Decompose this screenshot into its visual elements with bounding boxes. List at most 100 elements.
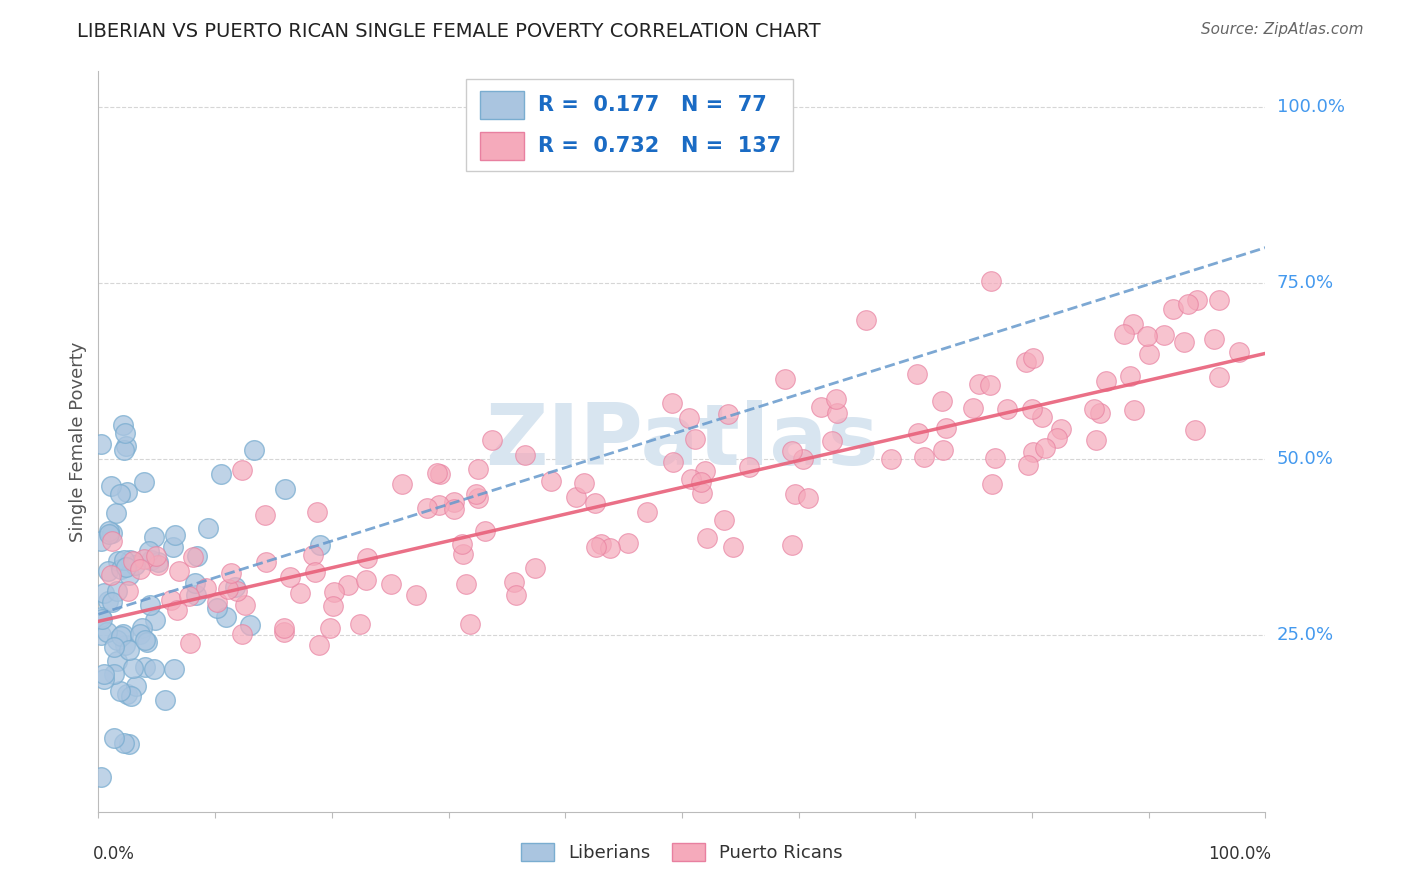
Point	[443, 495, 465, 509]
Point	[165, 528, 187, 542]
Point	[785, 487, 807, 501]
Point	[124, 558, 146, 572]
Point	[695, 464, 717, 478]
Point	[134, 633, 156, 648]
Point	[105, 583, 128, 598]
Point	[1033, 441, 1056, 455]
Y-axis label: Single Female Poverty: Single Female Poverty	[69, 342, 87, 541]
Point	[273, 624, 295, 639]
Point	[122, 554, 145, 568]
Point	[467, 491, 489, 505]
Point	[1022, 351, 1045, 365]
Point	[132, 475, 155, 489]
Point	[91, 612, 114, 626]
Point	[505, 588, 527, 602]
Point	[380, 577, 402, 591]
Point	[685, 432, 707, 446]
Point	[1088, 406, 1111, 420]
Point	[932, 442, 955, 457]
Point	[197, 520, 219, 534]
Point	[1112, 327, 1135, 342]
Point	[122, 661, 145, 675]
Point	[239, 618, 262, 632]
Point	[108, 684, 131, 698]
Point	[523, 560, 546, 574]
Point	[145, 549, 167, 564]
Point	[118, 552, 141, 566]
Point	[443, 502, 465, 516]
Point	[97, 594, 120, 608]
Point	[349, 617, 371, 632]
Point	[132, 552, 155, 566]
Point	[179, 589, 201, 603]
Point	[231, 463, 253, 477]
Point	[110, 486, 132, 500]
Point	[114, 638, 136, 652]
Point	[163, 662, 186, 676]
Point	[101, 526, 124, 541]
Point	[139, 598, 162, 612]
Point	[111, 418, 134, 433]
Point	[1136, 328, 1159, 343]
Point	[585, 540, 607, 554]
Point	[1173, 334, 1195, 349]
Legend: Liberians, Puerto Ricans: Liberians, Puerto Ricans	[515, 836, 849, 870]
Point	[160, 592, 183, 607]
Point	[662, 455, 685, 469]
Point	[405, 589, 427, 603]
Point	[962, 401, 984, 415]
Point	[1227, 345, 1250, 359]
Point	[186, 549, 208, 563]
Point	[186, 588, 208, 602]
Point	[118, 737, 141, 751]
Point	[572, 475, 595, 490]
Point	[717, 407, 740, 421]
Point	[690, 486, 713, 500]
Point	[205, 600, 228, 615]
Point	[356, 551, 378, 566]
Text: R =  0.732   N =  137: R = 0.732 N = 137	[538, 136, 782, 156]
Point	[337, 578, 360, 592]
Point	[98, 526, 121, 541]
Point	[304, 565, 326, 579]
Point	[935, 421, 957, 435]
Text: 25.0%: 25.0%	[1277, 626, 1334, 644]
Point	[112, 627, 135, 641]
Point	[1095, 374, 1118, 388]
Point	[115, 439, 138, 453]
Point	[967, 377, 990, 392]
Point	[458, 617, 481, 632]
Point	[391, 477, 413, 491]
Text: 100.0%: 100.0%	[1277, 97, 1344, 116]
Point	[97, 564, 120, 578]
Text: 50.0%: 50.0%	[1277, 450, 1333, 468]
Point	[980, 476, 1002, 491]
Point	[136, 635, 159, 649]
Text: 75.0%: 75.0%	[1277, 274, 1334, 292]
Point	[681, 472, 703, 486]
Point	[322, 584, 344, 599]
Point	[589, 537, 612, 551]
Point	[540, 474, 562, 488]
Point	[129, 561, 152, 575]
Point	[184, 576, 207, 591]
Point	[1184, 423, 1206, 437]
Point	[429, 467, 451, 481]
Point	[689, 475, 711, 490]
Point	[93, 672, 115, 686]
Point	[105, 633, 128, 648]
Point	[125, 679, 148, 693]
Point	[880, 451, 903, 466]
Point	[101, 534, 124, 549]
Point	[1161, 301, 1184, 316]
Point	[824, 392, 846, 407]
Point	[583, 496, 606, 510]
Point	[224, 580, 246, 594]
Point	[821, 434, 844, 449]
Point	[713, 513, 735, 527]
Point	[209, 467, 232, 481]
Point	[153, 693, 176, 707]
Point	[721, 540, 744, 554]
Point	[454, 577, 477, 591]
Point	[278, 570, 301, 584]
